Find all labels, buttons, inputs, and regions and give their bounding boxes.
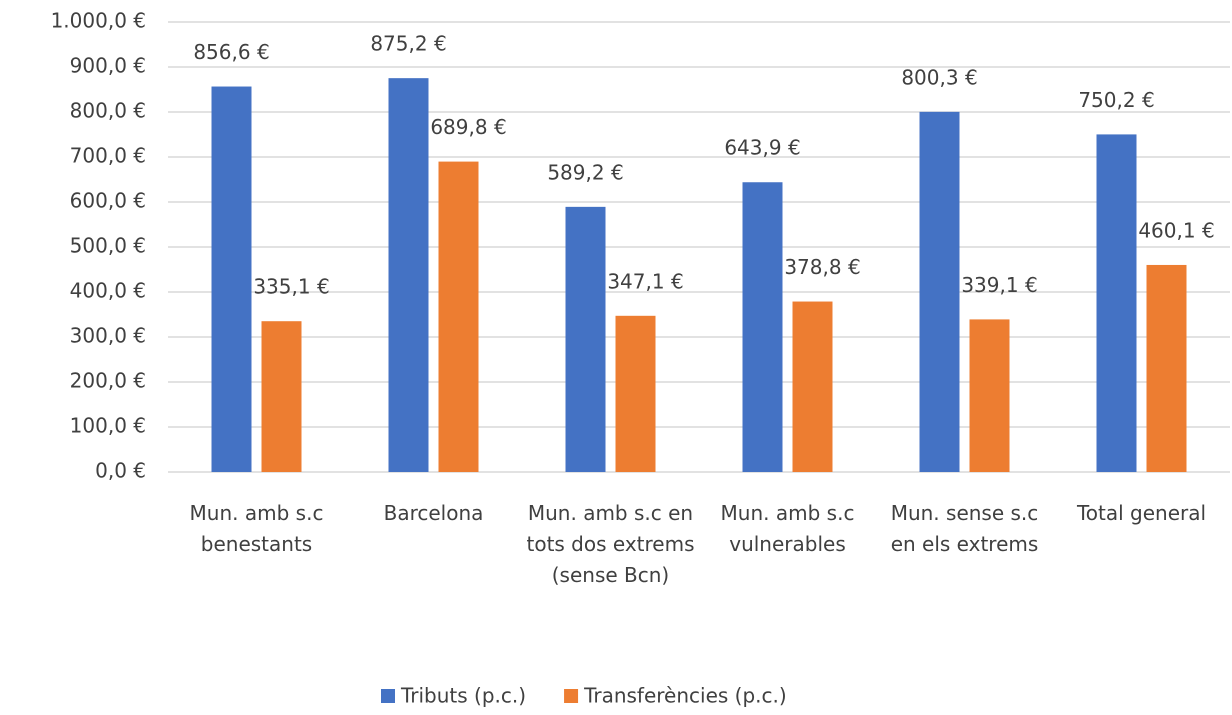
data-label: 643,9 € bbox=[724, 136, 800, 160]
data-label: 347,1 € bbox=[607, 269, 683, 293]
y-tick-label: 0,0 € bbox=[95, 459, 146, 483]
bar bbox=[565, 206, 606, 473]
bar bbox=[211, 86, 252, 472]
x-tick-label: Mun. amb s.c benestants bbox=[189, 501, 324, 556]
x-tick-label: Mun. amb s.c vulnerables bbox=[720, 501, 855, 556]
bar bbox=[1146, 264, 1187, 472]
legend-swatch bbox=[381, 689, 395, 703]
x-tick-label: Mun. sense s.c en els extrems bbox=[890, 501, 1039, 556]
data-label: 800,3 € bbox=[901, 65, 977, 89]
data-label: 339,1 € bbox=[961, 273, 1037, 297]
bar bbox=[969, 319, 1010, 472]
bar bbox=[438, 161, 479, 472]
y-tick-label: 300,0 € bbox=[70, 324, 146, 348]
bar bbox=[388, 78, 429, 472]
y-tick-label: 800,0 € bbox=[70, 99, 146, 123]
data-label: 335,1 € bbox=[253, 275, 329, 299]
y-tick-label: 1.000,0 € bbox=[51, 9, 146, 33]
data-label: 750,2 € bbox=[1078, 88, 1154, 112]
y-tick-label: 900,0 € bbox=[70, 54, 146, 78]
legend-swatch bbox=[564, 689, 579, 703]
y-tick-label: 200,0 € bbox=[70, 369, 146, 393]
bar bbox=[1096, 134, 1137, 472]
y-tick-label: 400,0 € bbox=[70, 279, 146, 303]
bar bbox=[742, 182, 783, 472]
x-tick-label: Total general bbox=[1076, 501, 1207, 525]
legend-label: Transferències (p.c.) bbox=[583, 684, 787, 708]
data-label: 378,8 € bbox=[784, 255, 860, 279]
y-tick-label: 100,0 € bbox=[70, 414, 146, 438]
bar bbox=[792, 301, 833, 472]
data-label: 689,8 € bbox=[430, 115, 506, 139]
x-tick-label: Barcelona bbox=[383, 501, 484, 525]
bar bbox=[919, 111, 960, 473]
legend-label: Tributs (p.c.) bbox=[400, 684, 526, 708]
y-tick-label: 600,0 € bbox=[70, 189, 146, 213]
y-tick-label: 700,0 € bbox=[70, 144, 146, 168]
data-label: 589,2 € bbox=[547, 160, 623, 184]
data-label: 460,1 € bbox=[1138, 218, 1214, 242]
y-tick-label: 500,0 € bbox=[70, 234, 146, 258]
bar bbox=[261, 321, 302, 472]
x-tick-label: Mun. amb s.c en tots dos extrems (sense … bbox=[526, 501, 695, 587]
bar bbox=[615, 315, 656, 472]
data-label: 875,2 € bbox=[370, 32, 446, 56]
data-label: 856,6 € bbox=[193, 40, 269, 64]
